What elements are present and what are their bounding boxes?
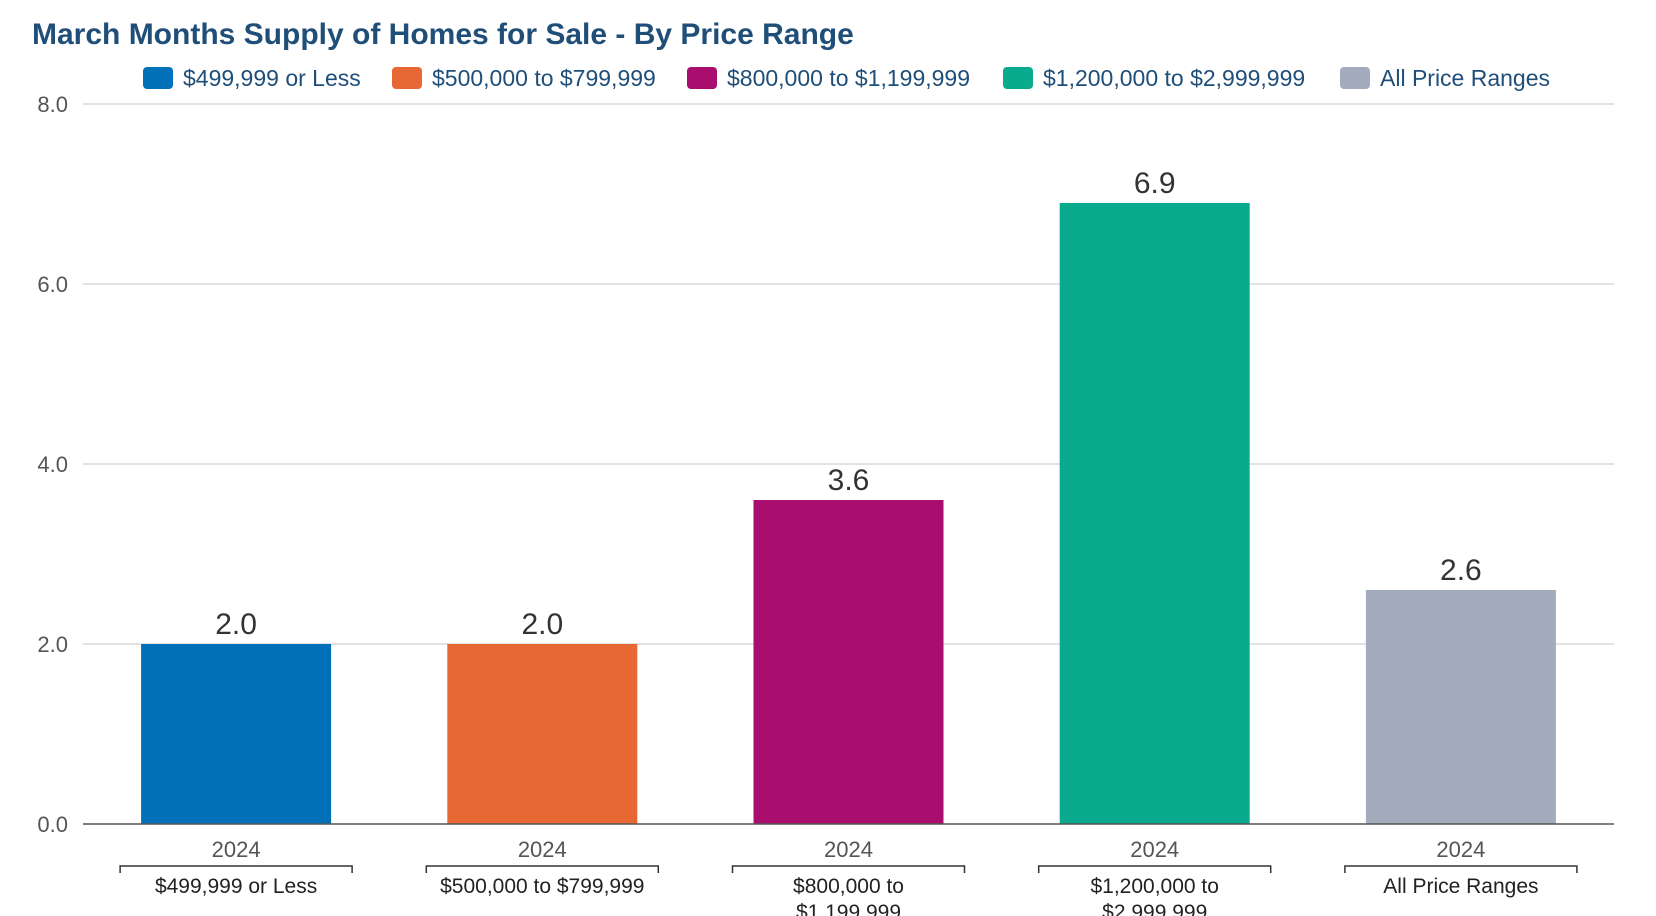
legend-label: $500,000 to $799,999 (432, 64, 656, 91)
x-category-label: $1,200,000 to (1090, 875, 1218, 898)
x-category-label: $1,199,999 (796, 901, 901, 916)
y-tick-label: 2.0 (37, 632, 68, 657)
legend-label: $499,999 or Less (183, 64, 361, 91)
data-label: 2.0 (521, 608, 563, 641)
legend: $499,999 or Less $500,000 to $799,999 $800… (0, 62, 1656, 94)
legend-label: All Price Ranges (1380, 64, 1551, 91)
x-year-label: 2024 (1130, 837, 1179, 862)
legend-swatch (392, 67, 422, 89)
category-bracket (731, 865, 966, 873)
category-bracket (1344, 865, 1578, 873)
data-label: 2.0 (215, 608, 257, 641)
legend-swatch (1003, 67, 1033, 89)
x-year-label: 2024 (1436, 837, 1485, 862)
legend-swatch (143, 67, 173, 89)
x-year-label: 2024 (212, 837, 261, 862)
x-year-label: 2024 (518, 837, 567, 862)
legend-item[interactable]: $1,200,000 to $2,999,999 (1003, 62, 1305, 94)
bar (447, 644, 638, 824)
x-category-label: $500,000 to $799,999 (440, 875, 644, 898)
legend-item[interactable]: $499,999 or Less (143, 62, 361, 94)
bar (753, 500, 944, 824)
category-bracket (1037, 865, 1272, 873)
bar (1059, 203, 1250, 824)
bar (1365, 590, 1556, 824)
y-tick-label: 6.0 (37, 272, 68, 297)
legend-swatch (687, 67, 717, 89)
y-tick-label: 4.0 (37, 452, 68, 477)
legend-swatch (1340, 67, 1370, 89)
data-label: 6.9 (1134, 167, 1176, 200)
data-label: 3.6 (828, 464, 870, 497)
y-tick-label: 0.0 (37, 812, 68, 837)
x-category-label: All Price Ranges (1383, 875, 1538, 898)
legend-label: $800,000 to $1,199,999 (727, 64, 971, 91)
x-year-label: 2024 (824, 837, 873, 862)
bar (141, 644, 332, 824)
legend-item[interactable]: $500,000 to $799,999 (392, 62, 656, 94)
chart-title: March Months Supply of Homes for Sale - … (32, 18, 854, 51)
legend-item[interactable]: All Price Ranges (1340, 62, 1550, 94)
category-bracket (119, 865, 353, 873)
y-tick-label: 8.0 (37, 92, 68, 117)
legend-label: $1,200,000 to $2,999,999 (1043, 64, 1306, 91)
x-category-label: $2,999,999 (1102, 901, 1207, 916)
data-label: 2.6 (1440, 554, 1482, 587)
legend-item[interactable]: $800,000 to $1,199,999 (687, 62, 970, 94)
category-bracket (425, 865, 660, 873)
x-category-label: $800,000 to (793, 875, 904, 898)
x-category-label: $499,999 or Less (155, 875, 317, 898)
